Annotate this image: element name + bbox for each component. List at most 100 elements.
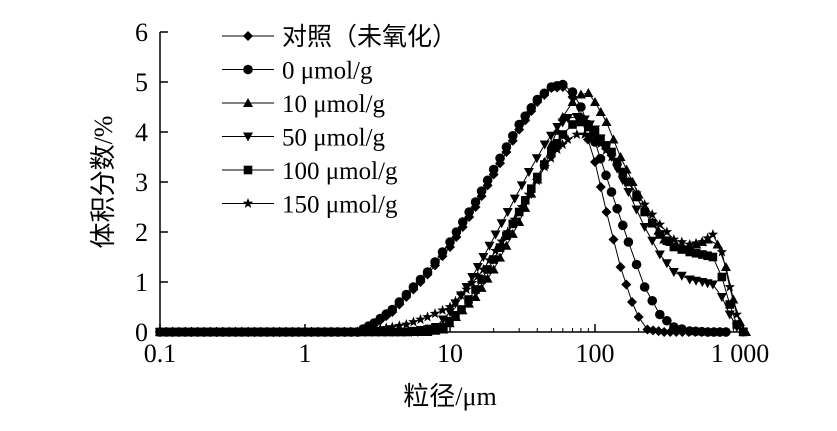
data-point [516,201,528,212]
data-point [457,305,466,314]
data-point [387,304,398,315]
data-point [606,187,617,197]
data-point [531,175,543,186]
data-point [531,154,542,164]
data-point [568,120,577,129]
data-point [654,250,665,260]
data-point [661,226,673,237]
data-point [539,88,550,99]
y-tick-label: 3 [135,168,148,197]
data-point [576,102,586,112]
data-point [471,285,480,294]
legend-marker [243,98,253,107]
data-point [470,292,481,301]
data-point [703,251,712,261]
data-point [655,309,665,320]
data-point [416,326,425,335]
data-point [615,262,626,272]
data-point [661,259,672,269]
data-point [450,299,461,309]
data-point [539,140,550,150]
data-point [409,326,418,336]
data-point [415,314,426,324]
data-point [422,311,433,322]
data-point [381,322,392,333]
data-point [476,186,487,196]
data-point [557,118,568,128]
data-point [623,176,634,187]
plot-layer [154,79,752,337]
data-point [669,242,679,252]
data-point [464,207,474,217]
data-point [617,168,629,179]
data-point [623,188,634,197]
data-point [685,247,695,257]
legend-marker [243,31,253,41]
data-point [684,239,695,249]
data-point [676,236,688,247]
data-point [702,232,713,243]
data-point [457,217,468,227]
x-tick-label: 10 [437,339,463,368]
x-axis-label: 粒径/μm [403,382,496,411]
data-point [496,219,507,229]
data-point [716,246,728,257]
data-point [631,187,642,198]
data-point [496,235,507,246]
legend-label: 对照（未氧化） [282,23,457,51]
axes-layer: 0 1 2 3 4 5 6 0.1 1 10 100 1 000 [135,18,769,368]
data-point [483,265,492,274]
data-point [450,295,461,306]
data-point [590,97,600,106]
data-point [732,320,742,329]
data-point [408,282,419,292]
data-point [523,168,534,177]
legend-marker [243,64,253,75]
data-point [374,323,386,334]
data-point [470,197,481,207]
y-axis-label: 体积分数/% [89,116,118,249]
data-point [720,262,731,271]
data-point [662,236,672,246]
data-point [584,130,596,141]
data-point [445,237,455,247]
data-point [430,257,440,267]
data-point [654,219,666,229]
legend-entry: 0 μmol/g [222,58,373,85]
data-point [546,131,557,141]
data-point [707,229,719,239]
data-point [415,274,426,285]
data-point [552,123,563,132]
data-point [575,89,586,99]
data-point [451,311,460,320]
data-point [552,138,562,148]
data-point [558,130,568,139]
data-point [526,184,536,193]
data-point [627,297,638,307]
data-point [437,304,448,315]
legend-marker [243,165,253,175]
data-point [676,271,687,281]
data-point [437,247,448,257]
data-point [489,255,498,264]
data-point [490,245,501,256]
data-point [567,87,578,97]
data-point [488,164,499,175]
data-point [601,117,612,126]
data-point [357,325,369,336]
data-point [520,111,531,121]
data-point [523,189,535,199]
data-point [394,320,405,331]
data-point [639,282,650,292]
data-point [455,289,467,300]
data-point [445,316,454,326]
data-point [611,159,623,170]
data-point [717,272,727,282]
legend-label: 100 μmol/g [282,158,398,185]
legend-label: 50 μmol/g [282,125,385,152]
data-point [631,205,642,215]
data-point [647,295,658,306]
x-tick-label: 1 000 [711,339,770,368]
data-point [478,253,489,262]
data-point [707,280,718,290]
